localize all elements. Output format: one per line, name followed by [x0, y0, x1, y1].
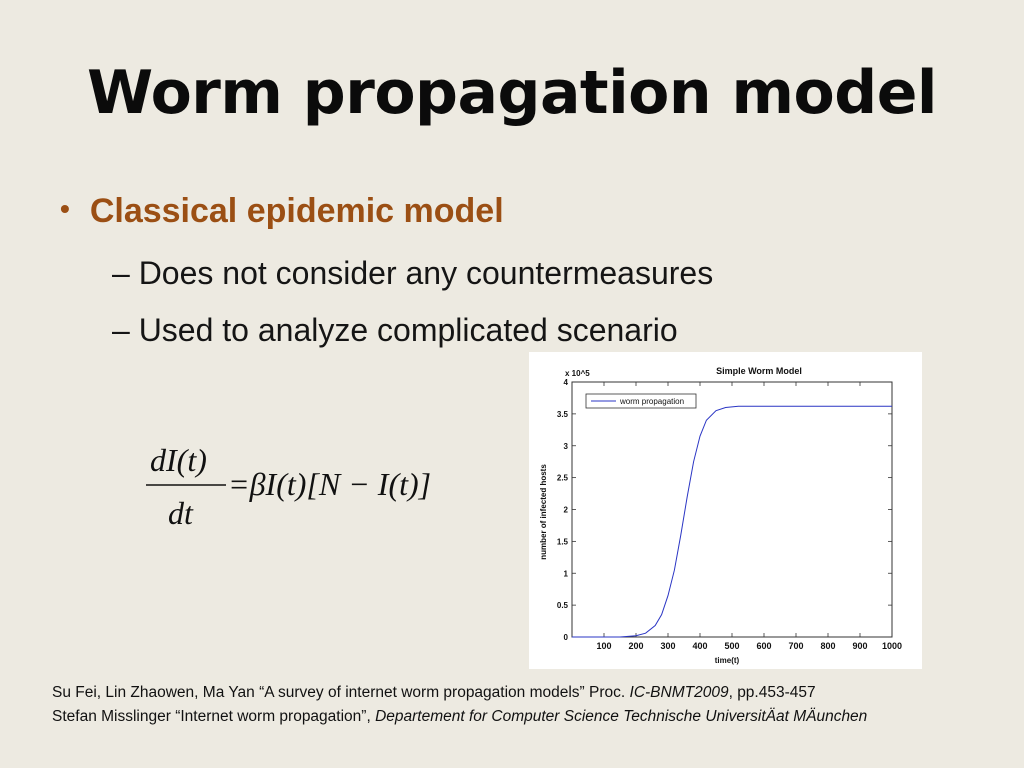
y-tick-label: 0: [564, 633, 569, 642]
x-tick-label: 500: [724, 641, 739, 651]
y-tick-label: 1: [564, 569, 569, 578]
legend-label: worm propagation: [619, 397, 684, 406]
sub-item: – Used to analyze complicated scenario: [112, 312, 678, 348]
y-tick-label: 2.5: [557, 474, 569, 483]
x-tick-label: 100: [596, 641, 611, 651]
y-tick-label: 2: [564, 506, 569, 515]
y-axis-label: number of infected hosts: [539, 464, 548, 560]
worm-model-chart: Simple Worm Model x 10^5 time(t) number …: [529, 352, 922, 669]
x-tick-label: 600: [756, 641, 771, 651]
equation-numerator: dI(t): [150, 442, 207, 478]
slide-title: Worm propagation model: [87, 58, 937, 128]
bullet-dot-icon: •: [60, 193, 70, 224]
y-tick-label: 1.5: [557, 537, 569, 546]
chart-svg: Simple Worm Model x 10^5 time(t) number …: [539, 366, 902, 665]
y-tick-label: 3: [564, 442, 569, 451]
x-tick-label: 800: [820, 641, 835, 651]
reference-item: Stefan Misslinger “Internet worm propaga…: [52, 705, 972, 729]
x-tick-label: 400: [692, 641, 707, 651]
equation-denominator: dt: [168, 495, 194, 531]
reference-text: Su Fei, Lin Zhaowen, Ma Yan “A survey of…: [52, 684, 630, 701]
x-axis-label: time(t): [715, 656, 740, 665]
sub-item: – Does not consider any countermeasures: [112, 255, 714, 291]
x-tick-label: 700: [788, 641, 803, 651]
epidemic-equation: dI(t) dt =βI(t)[N − I(t)]: [146, 442, 431, 531]
chart-title: Simple Worm Model: [716, 366, 802, 376]
equation-rhs: =βI(t)[N − I(t)]: [228, 466, 431, 502]
y-tick-label: 4: [564, 378, 569, 387]
x-tick-label: 900: [852, 641, 867, 651]
reference-pages: , pp.453-457: [728, 684, 816, 701]
reference-venue: Departement for Computer Science Technis…: [375, 708, 868, 725]
reference-text: Stefan Misslinger “Internet worm propaga…: [52, 708, 376, 725]
references: Su Fei, Lin Zhaowen, Ma Yan “A survey of…: [52, 681, 972, 729]
y-tick-label: 3.5: [557, 410, 569, 419]
legend-box: [585, 393, 697, 409]
reference-item: Su Fei, Lin Zhaowen, Ma Yan “A survey of…: [52, 681, 972, 705]
bullet-item: • Classical epidemic model: [60, 192, 504, 231]
y-tick-label: 0.5: [557, 601, 569, 610]
y-multiplier: x 10^5: [565, 369, 590, 378]
x-tick-label: 200: [628, 641, 643, 651]
plot-frame: [571, 381, 893, 638]
series-line: [572, 405, 892, 638]
x-tick-label: 300: [660, 641, 675, 651]
bullet-text: Classical epidemic model: [89, 192, 504, 230]
reference-venue: IC-BNMT2009: [629, 684, 729, 701]
x-tick-label: 1000: [882, 641, 902, 651]
